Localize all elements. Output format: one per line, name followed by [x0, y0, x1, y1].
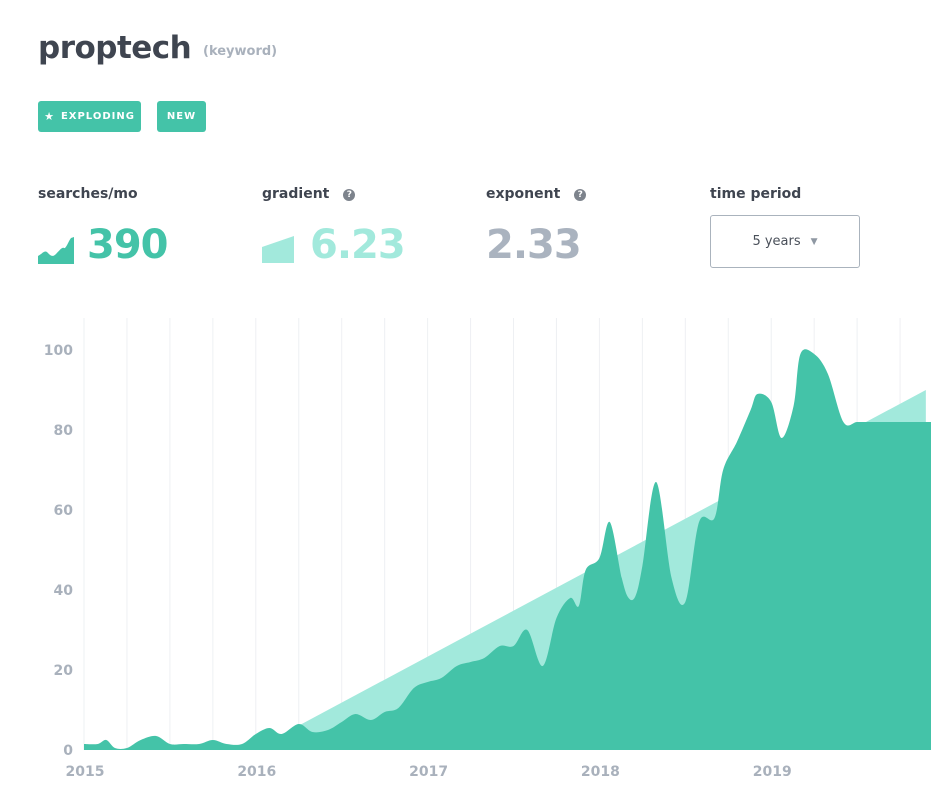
x-tick-label: 2015 [66, 764, 105, 780]
new-badge: NEW [157, 101, 206, 132]
time-period-label: time period [710, 186, 802, 202]
y-tick-label: 0 [63, 743, 73, 759]
exponent-label-text: exponent [486, 186, 561, 202]
time-period-value: 5 years [752, 234, 801, 249]
star-icon: ★ [44, 110, 54, 123]
new-badge-label: NEW [166, 111, 197, 122]
gradient-label-text: gradient [262, 186, 330, 202]
searches-label: searches/mo [38, 186, 138, 202]
area-growth-icon [38, 237, 74, 264]
searches-value: 390 [87, 222, 168, 268]
exploding-badge: ★ EXPLODING [38, 101, 141, 132]
trapezoid-icon [262, 236, 294, 263]
exponent-label: exponent? [486, 186, 587, 202]
keyword-title: proptech [38, 30, 192, 66]
gradient-help-icon[interactable]: ? [343, 189, 356, 201]
y-tick-label: 20 [54, 663, 74, 679]
gradient-value: 6.23 [310, 222, 406, 268]
exploding-badge-label: EXPLODING [60, 111, 135, 122]
y-tick-label: 40 [54, 583, 74, 599]
x-tick-label: 2019 [753, 764, 792, 780]
keyword-kind-label: (keyword) [203, 44, 278, 59]
exponent-value: 2.33 [486, 222, 582, 268]
searches-area [84, 349, 931, 750]
exponent-help-icon[interactable]: ? [574, 189, 587, 201]
searches-chart: 0 20 40 60 80 100 2015 2016 2017 2018 2019 [44, 318, 931, 780]
y-tick-label: 80 [54, 423, 74, 439]
caret-down-icon: ▼ [810, 236, 818, 247]
y-tick-label: 100 [44, 343, 73, 359]
x-tick-label: 2017 [409, 764, 448, 780]
y-tick-label: 60 [54, 503, 74, 519]
gradient-label: gradient? [262, 186, 356, 202]
x-tick-label: 2016 [237, 764, 276, 780]
time-period-select[interactable]: 5 years ▼ [710, 215, 860, 268]
x-tick-label: 2018 [581, 764, 620, 780]
